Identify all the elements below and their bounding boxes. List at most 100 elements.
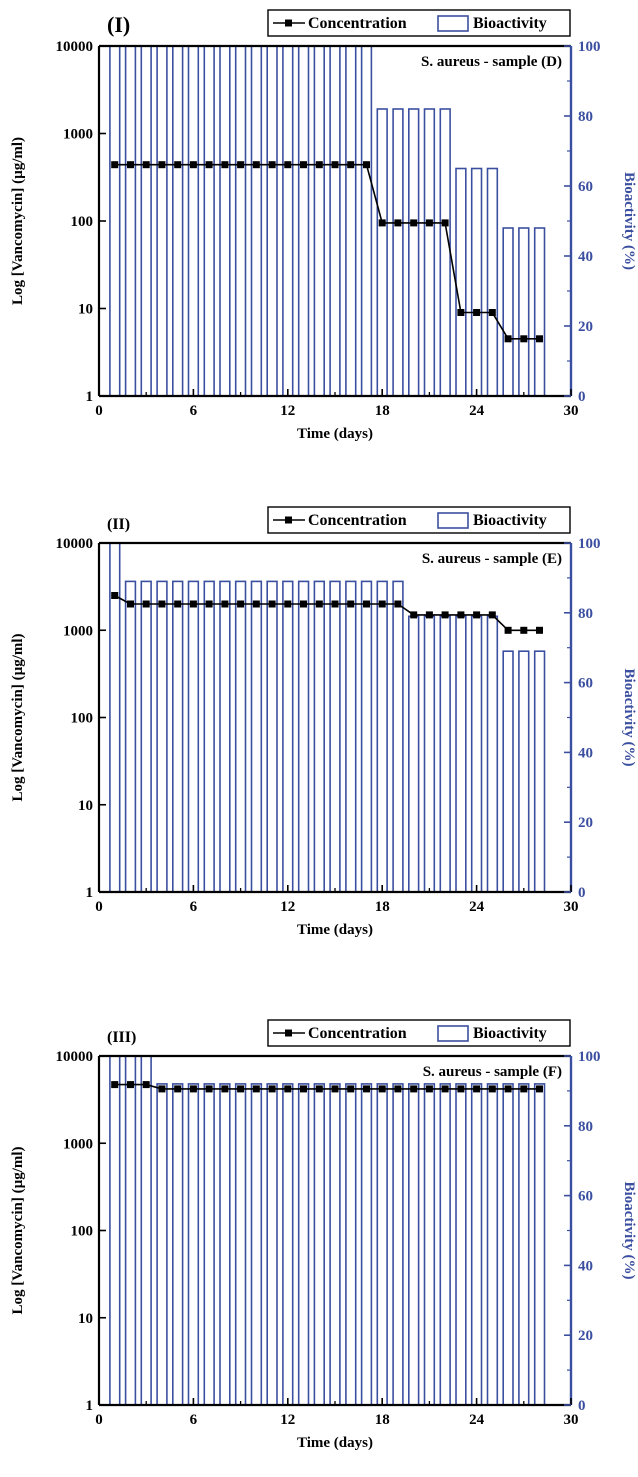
y-left-tick-label: 10 xyxy=(78,302,93,318)
concentration-point xyxy=(284,1085,292,1093)
y-left-tick-label: 1000 xyxy=(63,1136,93,1152)
bioactivity-bar xyxy=(313,580,325,893)
concentration-point xyxy=(331,1085,339,1093)
concentration-point xyxy=(142,600,150,608)
concentration-point xyxy=(315,1085,323,1093)
y-left-tick-label: 10000 xyxy=(56,39,94,55)
concentration-point xyxy=(425,611,433,619)
bioactivity-bar xyxy=(439,615,451,893)
bioactivity-bar xyxy=(345,1083,357,1406)
concentration-point xyxy=(284,161,292,169)
y-right-tick-label: 40 xyxy=(578,745,593,761)
bioactivity-bar xyxy=(282,45,294,397)
bioactivity-bar xyxy=(156,45,168,397)
concentration-point xyxy=(394,219,402,227)
bioactivity-bar xyxy=(140,1055,152,1406)
bioactivity-bar xyxy=(533,1083,546,1406)
x-tick-label: 0 xyxy=(95,403,103,419)
bioactivity-bar xyxy=(486,167,499,397)
concentration-point xyxy=(378,600,386,608)
concentration-point xyxy=(221,600,229,608)
bioactivity-bar xyxy=(392,580,404,893)
concentration-point xyxy=(158,161,166,169)
bioactivity-bar xyxy=(313,45,325,397)
concentration-line xyxy=(114,594,540,632)
y-right-tick-label: 20 xyxy=(578,1328,593,1344)
x-tick-label: 24 xyxy=(469,1412,485,1428)
concentration-point xyxy=(174,161,182,169)
concentration-point xyxy=(315,600,323,608)
bioactivity-bar xyxy=(156,1083,168,1406)
concentration-point xyxy=(488,309,496,316)
concentration-point xyxy=(300,1085,307,1093)
concentration-point xyxy=(300,600,307,608)
bioactivity-bar xyxy=(203,1083,215,1406)
bioactivity-bar xyxy=(329,45,341,397)
concentration-point xyxy=(441,219,449,227)
x-tick-label: 30 xyxy=(564,403,579,419)
x-axis-title: Time (days) xyxy=(297,426,373,442)
y-right-tick-label: 0 xyxy=(578,1398,586,1414)
concentration-point xyxy=(363,1085,370,1093)
concentration-point xyxy=(284,600,292,608)
bioactivity-bar xyxy=(187,580,200,893)
concentration-point xyxy=(520,335,528,343)
bioactivity-bar xyxy=(219,1083,231,1406)
chart-panel-3: 0 6 12 18 24 30 1 10 100 1000 10000 0 20 40 60 80 100 Tim… xyxy=(10,1019,637,1451)
bioactivity-bar xyxy=(439,1083,451,1406)
bioactivity-bar xyxy=(502,227,514,397)
bioactivity-bar xyxy=(156,580,168,893)
concentration-point xyxy=(473,309,481,316)
y-right-tick-label: 20 xyxy=(578,815,593,831)
concentration-point xyxy=(520,626,528,634)
bioactivity-bar xyxy=(250,580,263,893)
bioactivity-bar xyxy=(109,1055,121,1406)
concentration-point xyxy=(457,611,465,619)
bioactivity-bar xyxy=(250,1083,263,1406)
concentration-line xyxy=(114,1083,540,1090)
concentration-point xyxy=(473,1085,481,1093)
concentration-point xyxy=(268,1085,276,1093)
concentration-point xyxy=(520,1085,528,1093)
concentration-point xyxy=(378,1085,386,1093)
y-right-tick-label: 60 xyxy=(578,676,593,692)
bioactivity-bar xyxy=(219,45,231,397)
bioactivity-bar xyxy=(439,108,451,397)
concentration-point xyxy=(457,1085,465,1093)
concentration-point xyxy=(331,161,339,169)
legend-bar-swatch xyxy=(437,15,469,32)
concentration-point xyxy=(111,161,119,169)
y-left-axis-title: Log [Vancomycin] (µg/ml) xyxy=(10,137,26,305)
bioactivity-bar xyxy=(172,1083,184,1406)
y-right-tick-label: 60 xyxy=(578,179,593,195)
concentration-point xyxy=(189,161,197,169)
bioactivity-bar xyxy=(297,1083,310,1406)
y-left-tick-label: 1 xyxy=(86,1398,94,1414)
y-right-tick-label: 40 xyxy=(578,249,593,265)
bioactivity-bar xyxy=(187,45,200,397)
title-background xyxy=(378,1060,564,1082)
bioactivity-bar xyxy=(376,108,388,397)
concentration-point xyxy=(189,600,197,608)
legend-marker-swatch xyxy=(285,516,292,524)
concentration-point xyxy=(488,611,496,619)
bioactivity-bar xyxy=(297,45,310,397)
bioactivity-bar xyxy=(172,580,184,893)
concentration-point xyxy=(457,309,465,316)
bioactivity-bar xyxy=(203,580,215,893)
y-left-tick-label: 100 xyxy=(71,214,94,230)
x-tick-label: 12 xyxy=(280,1412,295,1428)
concentration-point xyxy=(347,161,355,169)
bioactivity-bar xyxy=(282,580,294,893)
bioactivity-bar xyxy=(234,45,247,397)
bioactivity-bar xyxy=(234,1083,247,1406)
bioactivity-bar xyxy=(360,580,373,893)
concentration-point xyxy=(536,1085,543,1093)
bioactivity-bar xyxy=(109,45,121,397)
x-tick-label: 6 xyxy=(190,1412,198,1428)
y-left-tick-label: 1000 xyxy=(63,623,93,639)
concentration-point xyxy=(158,1085,166,1093)
legend: Concentration Bioactivity xyxy=(267,506,571,534)
chart-panel-1: 0 6 12 18 24 30 1 10 100 1000 10000 0 20 40 60 80 100 Tim… xyxy=(10,9,637,442)
concentration-point xyxy=(174,1085,182,1093)
